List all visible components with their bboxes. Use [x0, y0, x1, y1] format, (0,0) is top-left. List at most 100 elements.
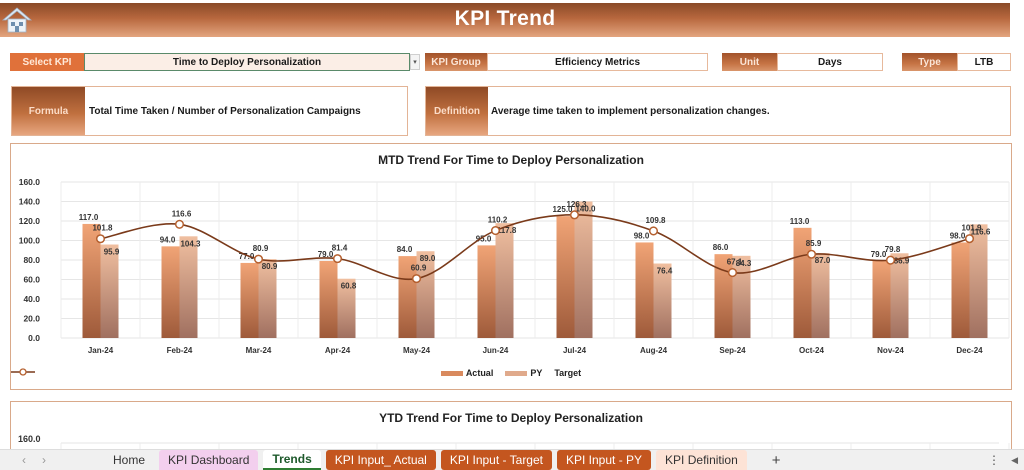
target-data-label: 116.6 — [172, 209, 192, 218]
py-bar[interactable] — [179, 236, 198, 338]
actual-bar[interactable] — [872, 260, 891, 338]
actual-bar[interactable] — [240, 262, 259, 338]
actual-data-label: 98.0 — [634, 231, 650, 240]
mtd-trend-chart: MTD Trend For Time to Deploy Personaliza… — [10, 143, 1012, 390]
x-axis-tick: Dec-24 — [956, 346, 983, 355]
target-point[interactable] — [648, 226, 659, 236]
definition-text: Average time taken to implement personal… — [491, 105, 770, 117]
py-bar[interactable] — [100, 244, 119, 338]
tab-kpi-input-actual[interactable]: KPI Input_ Actual — [325, 450, 436, 470]
actual-bar[interactable] — [556, 216, 575, 338]
actual-bar[interactable] — [161, 246, 180, 338]
tab-home[interactable]: Home — [113, 453, 146, 467]
actual-bar[interactable] — [714, 254, 733, 338]
formula-label: Formula — [12, 87, 85, 135]
py-bar[interactable] — [890, 253, 909, 338]
target-point[interactable] — [95, 234, 106, 244]
tab-kpi-input-target[interactable]: KPI Input - Target — [440, 450, 552, 470]
x-axis-tick: Feb-24 — [167, 346, 193, 355]
actual-bar[interactable] — [319, 260, 338, 338]
x-axis-tick: Sep-24 — [719, 346, 746, 355]
y-axis-tick: 160.0 — [19, 177, 41, 187]
legend-item-py[interactable]: PY — [505, 368, 542, 378]
py-bar[interactable] — [337, 278, 356, 338]
py-bar[interactable] — [574, 201, 593, 339]
actual-bar[interactable] — [477, 245, 496, 338]
y-axis-tick: 0.0 — [28, 333, 40, 343]
target-point[interactable] — [569, 210, 580, 220]
y-axis-tick: 160.0 — [18, 434, 41, 444]
py-data-label: 116.6 — [971, 227, 991, 236]
actual-bar[interactable] — [635, 242, 654, 338]
py-bar[interactable] — [258, 259, 277, 338]
y-axis-tick: 40.0 — [23, 294, 40, 304]
py-data-label: 140.0 — [575, 205, 596, 214]
py-data-label: 104.3 — [180, 239, 201, 248]
actual-data-label: 117.0 — [79, 213, 99, 222]
py-data-label: 95.9 — [104, 247, 120, 256]
target-data-label: 67.1 — [727, 258, 743, 267]
more-options-icon[interactable]: ⋮ — [988, 453, 1000, 467]
target-point[interactable] — [727, 268, 738, 278]
target-point[interactable] — [490, 226, 501, 236]
tab-trends[interactable]: Trends — [263, 450, 321, 470]
target-point[interactable] — [253, 254, 264, 264]
x-axis-tick: Oct-24 — [799, 346, 824, 355]
scroll-left-icon[interactable]: ◀ — [1011, 454, 1018, 465]
tab-kpi-dashboard[interactable]: KPI Dashboard — [159, 450, 259, 470]
target-point[interactable] — [411, 274, 422, 284]
chart-title: YTD Trend For Time to Deploy Personaliza… — [379, 411, 643, 425]
actual-data-label: 84.0 — [397, 245, 413, 254]
next-sheet-button[interactable]: › — [42, 453, 46, 467]
py-bar[interactable] — [495, 223, 514, 338]
y-axis-tick: 80.0 — [23, 255, 40, 265]
tab-kpi-definition[interactable]: KPI Definition — [656, 450, 747, 470]
select-kpi-label: Select KPI — [10, 53, 84, 71]
py-bar[interactable] — [811, 253, 830, 338]
kpi-group-label: KPI Group — [425, 53, 487, 71]
x-axis-tick: Mar-24 — [246, 346, 272, 355]
py-bar[interactable] — [653, 263, 672, 338]
py-bar[interactable] — [732, 255, 751, 338]
legend-item-actual[interactable]: Actual — [440, 368, 493, 378]
actual-data-label: 125.0 — [552, 205, 573, 214]
py-bar[interactable] — [969, 224, 988, 338]
actual-data-label: 113.0 — [790, 217, 810, 226]
target-point[interactable] — [332, 254, 343, 264]
actual-bar[interactable] — [398, 256, 417, 338]
add-sheet-button[interactable]: + — [771, 451, 781, 469]
unit-value: Days — [777, 53, 883, 71]
target-point[interactable] — [806, 249, 817, 259]
py-data-label: 76.4 — [657, 267, 673, 276]
formula-box: Formula Total Time Taken / Number of Per… — [11, 86, 408, 136]
actual-swatch-icon — [440, 370, 463, 376]
select-kpi-dropdown[interactable]: Time to Deploy Personalization — [84, 53, 410, 71]
actual-bar[interactable] — [951, 242, 970, 338]
kpi-group-value: Efficiency Metrics — [487, 53, 708, 71]
y-axis-tick: 20.0 — [23, 314, 40, 324]
chevron-down-icon[interactable]: ▾ — [410, 54, 420, 70]
type-value: LTB — [957, 53, 1011, 71]
py-data-label: 84.3 — [736, 259, 752, 268]
py-bar[interactable] — [416, 251, 435, 338]
x-axis-tick: May-24 — [403, 346, 431, 355]
actual-bar[interactable] — [82, 223, 101, 338]
py-swatch-icon — [505, 370, 528, 376]
py-data-label: 60.8 — [341, 282, 357, 291]
prev-sheet-button[interactable]: ‹ — [22, 453, 26, 467]
target-point[interactable] — [885, 255, 896, 265]
x-axis-tick: Apr-24 — [325, 346, 351, 355]
target-data-label: 79.8 — [885, 245, 901, 254]
legend-item-target[interactable]: Target — [11, 368, 581, 378]
home-icon[interactable] — [2, 6, 32, 34]
target-data-label: 110.2 — [488, 216, 508, 225]
y-axis-tick: 140.0 — [19, 197, 41, 207]
y-axis-tick: 60.0 — [23, 275, 40, 285]
target-data-label: 109.8 — [645, 216, 666, 225]
py-data-label: 89.0 — [420, 254, 436, 263]
actual-data-label: 86.0 — [713, 243, 729, 252]
tab-kpi-input-py[interactable]: KPI Input - PY — [557, 450, 652, 470]
py-data-label: 87.0 — [815, 256, 831, 265]
target-point[interactable] — [964, 234, 975, 244]
target-point[interactable] — [174, 219, 185, 229]
